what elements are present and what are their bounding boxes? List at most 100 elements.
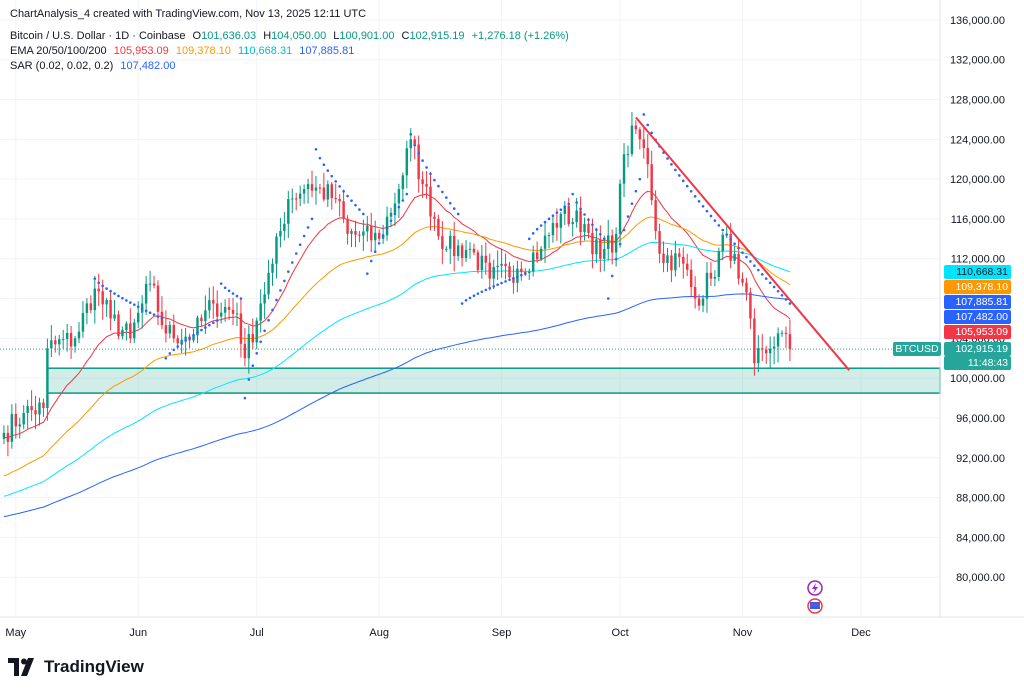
sar-dot — [437, 184, 440, 188]
sar-dot — [287, 270, 290, 273]
sar-dot — [188, 336, 191, 340]
tradingview-logo[interactable]: TradingView — [8, 657, 144, 677]
sar-dot — [302, 234, 306, 238]
candle-body — [595, 239, 598, 255]
sar-dot — [314, 147, 318, 151]
candle-body — [492, 267, 495, 279]
sar-dot — [614, 257, 618, 261]
symbol-title[interactable]: Bitcoin / U.S. Dollar · 1D · Coinbase — [10, 30, 186, 42]
candle-body — [362, 231, 365, 236]
sar-dot — [630, 202, 634, 205]
candle-body — [654, 200, 657, 232]
candle-body — [129, 323, 132, 339]
sar-dot — [405, 192, 409, 196]
candle-body — [113, 314, 116, 319]
candle-body — [405, 148, 409, 176]
sar-dot — [184, 339, 187, 342]
x-tick-label: May — [5, 627, 26, 639]
candle-body — [591, 232, 594, 255]
sar-dot — [369, 259, 373, 263]
candle-body — [354, 231, 357, 235]
event-markers[interactable] — [807, 580, 823, 614]
sar-dot — [200, 328, 203, 332]
sar-dot — [125, 299, 128, 302]
parabolic-sar — [93, 113, 792, 400]
sar-dot — [334, 180, 338, 183]
candle-body — [58, 339, 61, 345]
candle-body — [180, 339, 183, 344]
candle-body — [610, 235, 614, 253]
sar-dot — [381, 234, 385, 237]
x-tick-label: Sep — [492, 627, 512, 639]
sar-dot — [377, 241, 381, 245]
candle-body — [117, 314, 120, 337]
candle-body — [697, 298, 701, 306]
candle-body — [14, 414, 18, 427]
sar-dot — [113, 292, 116, 295]
sar-dot — [729, 237, 732, 241]
candle-body — [366, 225, 369, 232]
candle-body — [267, 272, 270, 295]
sar-dot — [618, 242, 622, 246]
grid-lines — [0, 0, 940, 617]
ema100-value: 110,668.31 — [237, 45, 293, 57]
candle-body — [409, 139, 412, 149]
candle-body — [38, 402, 41, 415]
sar-dot — [192, 333, 195, 337]
sar-legend[interactable]: SAR (0.02, 0.02, 0.2) 107,482.00 — [10, 60, 179, 72]
sar-value: 107,482.00 — [120, 60, 176, 72]
candle-body — [658, 231, 661, 254]
candle-body — [50, 340, 53, 349]
candle-body — [2, 432, 6, 439]
candle-body — [85, 303, 89, 314]
sar-dot — [433, 178, 436, 182]
sar-dot — [168, 352, 172, 355]
sar-dot — [753, 264, 756, 268]
candle-body — [381, 235, 385, 239]
sar-dot — [354, 203, 357, 207]
price-axis[interactable]: 80,000.00 84,000.00 88,000.00 92,000.00 96,0… — [0, 0, 1024, 618]
bolt-glyph — [812, 583, 818, 594]
trendline-line — [635, 116, 850, 371]
candle-body — [263, 294, 266, 304]
symbol-ohlc-line: Bitcoin / U.S. Dollar · 1D · Coinbase O1… — [10, 30, 573, 42]
candle-body — [547, 235, 551, 237]
sar-dot — [788, 302, 792, 305]
sar-dot — [500, 281, 503, 285]
sar-dot — [697, 200, 701, 203]
candle-body — [69, 333, 73, 347]
candle-body — [81, 313, 85, 332]
ema-line — [3, 216, 791, 477]
sar-dot — [156, 315, 160, 318]
sar-dot — [626, 215, 630, 218]
candle-body — [196, 317, 199, 336]
candle-body — [164, 325, 168, 334]
descending-trendline[interactable] — [635, 116, 850, 371]
candle-body — [607, 235, 610, 249]
x-tick-label: Oct — [612, 627, 629, 639]
candle-body — [583, 223, 586, 233]
candle-body — [101, 291, 104, 305]
candle-body — [650, 164, 653, 201]
sar-dot — [255, 352, 259, 355]
sar-dot — [393, 212, 397, 216]
candle-body — [452, 235, 456, 257]
ema-legend[interactable]: EMA 20/50/100/200 105,953.09 109,378.10 … — [10, 45, 358, 57]
sar-dot — [551, 214, 555, 217]
sar-dot — [579, 207, 582, 211]
time-axis[interactable]: May Jun Jul Aug Sep Oct Nov Dec — [5, 627, 871, 639]
sar-dot — [441, 190, 444, 194]
close-label: C — [401, 30, 410, 42]
candle-body — [429, 186, 432, 217]
candle-body — [294, 198, 298, 200]
sar-dot — [555, 211, 559, 214]
candle-body — [156, 285, 160, 312]
sar-dot — [362, 212, 365, 216]
last-price-tag: 102,915.19 — [944, 342, 1011, 357]
sar-dot — [476, 292, 480, 295]
sar-dot — [425, 166, 428, 169]
y-tick-label: 92,000.00 — [956, 453, 1005, 465]
sar-dot — [121, 296, 124, 300]
candle-body — [555, 223, 559, 228]
